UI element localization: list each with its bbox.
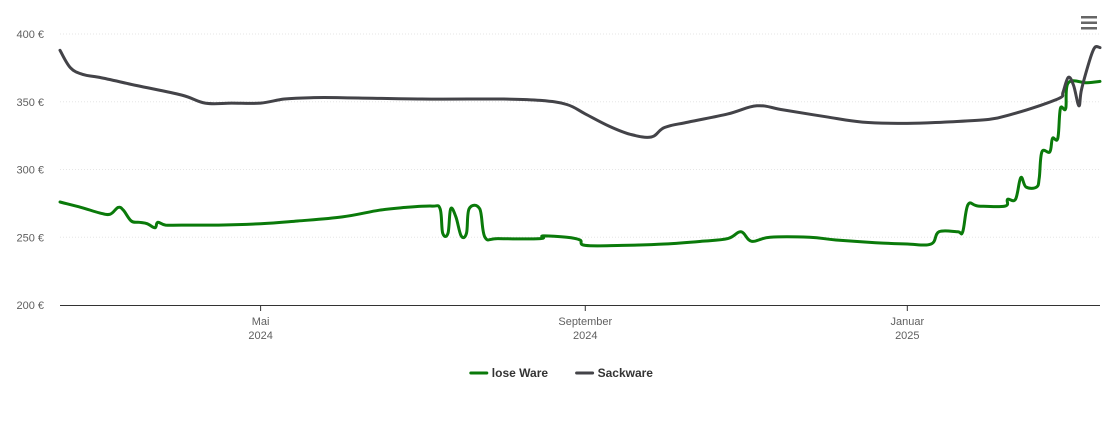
y-tick-label: 300 € [16,165,44,177]
x-tick-label: Mai [252,316,270,328]
legend-label: lose Ware [492,366,549,380]
y-tick-label: 250 € [16,232,44,244]
series-line-lose-ware[interactable] [58,79,1102,248]
x-tick-year-label: 2025 [895,330,919,342]
y-tick-label: 350 € [16,97,44,109]
hamburger-menu-icon[interactable] [1080,14,1098,32]
y-tick-label: 200 € [16,300,44,312]
legend-item-sackware[interactable]: Sackware [575,366,654,380]
legend-label: Sackware [598,366,654,380]
y-axis: 200 € 250 € 300 € 350 € 400 € [16,29,44,312]
x-tick-label: September [558,316,612,328]
x-tick-year-label: 2024 [573,330,597,342]
grid-lines [60,33,1100,238]
y-tick-label: 400 € [16,29,44,41]
legend-item-lose-ware[interactable]: lose Ware [469,366,549,380]
x-axis: Mai 2024 September 2024 Januar 2025 [60,305,1100,342]
x-tick-year-label: 2024 [248,330,272,342]
series-line-sackware[interactable] [58,45,1102,139]
x-tick-label: Januar [890,316,924,328]
legend[interactable]: lose Ware Sackware [469,366,654,380]
series-lines [58,45,1102,248]
